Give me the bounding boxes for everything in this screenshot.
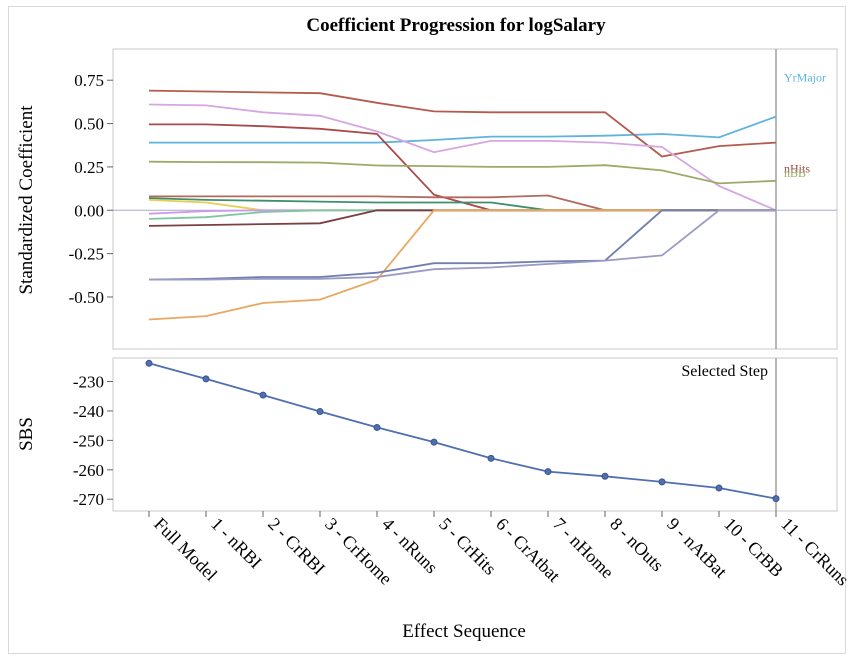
coefficient-series-line xyxy=(148,160,777,185)
coefficient-series-line xyxy=(148,199,776,212)
x-tick-label: 5 - CrHits xyxy=(435,514,500,579)
series-end-label: YrMajor xyxy=(784,71,826,85)
x-tick-label: 10 - CrBB xyxy=(720,514,787,581)
coefficient-series-line xyxy=(148,209,776,220)
coefficient-series-line xyxy=(148,209,776,227)
y-tick-label: 0.75 xyxy=(74,71,104,90)
y-tick-label: 0.50 xyxy=(74,115,104,134)
sbs-point xyxy=(202,375,210,383)
sbs-point xyxy=(316,408,324,416)
coefficient-series-line xyxy=(148,209,776,281)
x-tick-label: 11 - CrRuns xyxy=(777,514,853,590)
sbs-point xyxy=(715,484,723,492)
y-tick-label: 0.00 xyxy=(74,201,104,220)
x-tick-label: 2 - CrRBI xyxy=(264,514,329,579)
y-tick-label: -270 xyxy=(73,490,104,509)
series-end-label: nBB xyxy=(784,166,806,180)
bottom-y-axis-label: SBS xyxy=(16,417,37,451)
coefficient-panel: 0.75 0.50 0.25 0.00 -0.25 -0.50 YrMajor nHitsnB… xyxy=(69,48,838,350)
sbs-plot-area xyxy=(112,357,838,512)
y-tick-label: -250 xyxy=(73,431,104,450)
sbs-point xyxy=(658,478,666,486)
y-tick-label: 0.25 xyxy=(74,158,104,177)
y-tick-label: -230 xyxy=(73,373,104,392)
series-end-label: nHits xyxy=(784,161,810,175)
sbs-point xyxy=(430,438,438,446)
sbs-series-line xyxy=(148,362,777,500)
x-tick-label: 1 - nRBI xyxy=(207,514,266,573)
y-tick-label: -0.25 xyxy=(69,245,104,264)
chart-title: Coefficient Progression for logSalary xyxy=(306,15,606,36)
sbs-point xyxy=(259,391,267,399)
y-tick-label: -0.50 xyxy=(69,288,104,307)
coefficient-series-line xyxy=(148,103,777,212)
top-y-axis-label: Standardized Coefficient xyxy=(16,105,37,295)
coefficient-series-line xyxy=(149,209,776,281)
x-axis-label: Effect Sequence xyxy=(402,621,526,642)
coefficient-series-line xyxy=(149,115,777,144)
sbs-point xyxy=(145,359,153,367)
selected-step-label: Selected Step xyxy=(681,363,768,380)
x-tick-label: 9 - nAtBat xyxy=(663,514,731,582)
coefficient-series-line xyxy=(148,89,777,158)
coefficient-plot-area xyxy=(112,48,838,350)
coefficient-series-line xyxy=(148,209,776,321)
sbs-point xyxy=(544,468,552,476)
chart-frame xyxy=(8,6,846,654)
sbs-point xyxy=(772,495,780,503)
sbs-point xyxy=(487,454,495,462)
y-tick-label: -240 xyxy=(73,402,104,421)
sbs-point xyxy=(601,472,609,480)
sbs-point xyxy=(373,423,381,431)
y-tick-label: -260 xyxy=(73,461,104,480)
sbs-panel: -230 -240 -250 -260 -270 Selected Step xyxy=(73,357,838,512)
